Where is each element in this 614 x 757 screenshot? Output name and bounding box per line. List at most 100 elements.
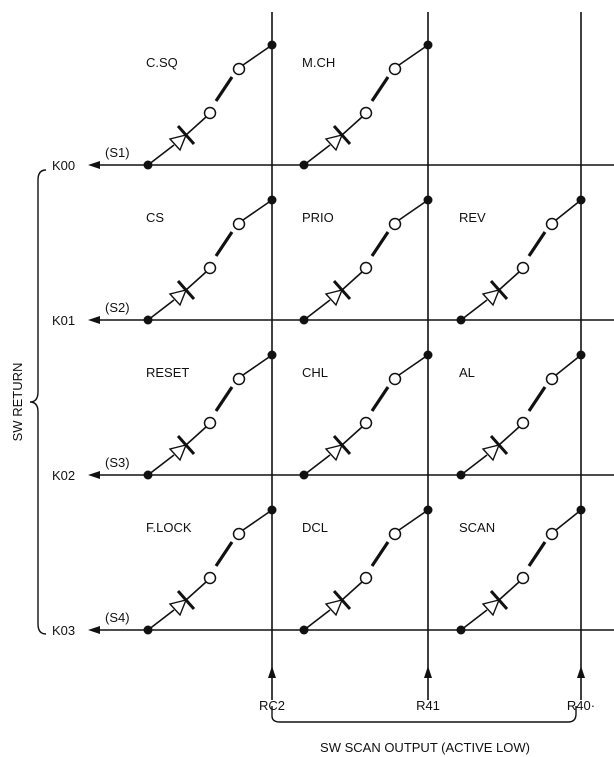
- return-title: SW RETURN: [10, 363, 25, 442]
- switch-contact-icon: [359, 106, 373, 120]
- switch-cell: [143, 40, 277, 170]
- scan-arrow-up: [577, 666, 585, 678]
- wiring: [88, 12, 614, 700]
- switch-contact-icon: [388, 527, 402, 541]
- switch-cell: [456, 505, 586, 635]
- switch-contact-icon: [232, 217, 246, 231]
- key-label: CHL: [302, 365, 328, 380]
- scan-output-label: R40·: [567, 698, 595, 713]
- switch-blade: [527, 386, 547, 412]
- labels: RC2 R41 R40· K00 (S1) K01 (S2) K02 (S3) K03 (S4) C.…: [52, 55, 595, 713]
- scan-bracket: [271, 706, 577, 723]
- diode-icon: [168, 133, 188, 152]
- key-label: RESET: [146, 365, 189, 380]
- switch-blade: [214, 541, 234, 567]
- diode-icon: [324, 443, 344, 462]
- switch-contact-icon: [388, 217, 402, 231]
- switch-contact-icon: [388, 372, 402, 386]
- key-label: F.LOCK: [146, 520, 192, 535]
- junction-dot: [423, 195, 433, 205]
- switch-row-label: (S2): [105, 300, 130, 315]
- diode-icon: [324, 288, 344, 307]
- junction-dot: [267, 505, 277, 515]
- key-label: SCAN: [459, 520, 495, 535]
- switch-cell: [143, 195, 277, 325]
- junction-dot: [267, 350, 277, 360]
- key-label: PRIO: [302, 210, 334, 225]
- key-label: DCL: [302, 520, 328, 535]
- return-brace: [29, 169, 47, 635]
- switch-contact-icon: [359, 571, 373, 585]
- diode-icon: [481, 598, 501, 617]
- switch-blade: [370, 231, 390, 257]
- key-label: CS: [146, 210, 164, 225]
- switch-cell: [456, 195, 586, 325]
- switch-contact-icon: [203, 106, 217, 120]
- key-label: REV: [459, 210, 486, 225]
- return-arrow-left: [88, 161, 100, 169]
- switch-contact-icon: [359, 261, 373, 275]
- key-label: C.SQ: [146, 55, 178, 70]
- switch-row-label: (S4): [105, 610, 130, 625]
- switch-contact-icon: [359, 416, 373, 430]
- switch-contact-icon: [516, 571, 530, 585]
- switch-blade: [527, 541, 547, 567]
- switch-contact-icon: [203, 571, 217, 585]
- junction-dot: [576, 505, 586, 515]
- switch-cell: [143, 505, 277, 635]
- diode-icon: [324, 133, 344, 152]
- return-row-label: K02: [52, 468, 75, 483]
- switch-contact-icon: [516, 416, 530, 430]
- return-row-label: K03: [52, 623, 75, 638]
- scan-title: SW SCAN OUTPUT (ACTIVE LOW): [320, 740, 530, 755]
- junction-dot: [423, 350, 433, 360]
- junction-dot: [267, 40, 277, 50]
- diode-icon: [324, 598, 344, 617]
- junction-dot: [423, 505, 433, 515]
- scan-output-label: R41: [416, 698, 440, 713]
- key-label: M.CH: [302, 55, 335, 70]
- return-arrow-left: [88, 471, 100, 479]
- switch-contact-icon: [545, 217, 559, 231]
- diode-icon: [481, 443, 501, 462]
- switch-contact-icon: [203, 261, 217, 275]
- switch-contact-icon: [545, 527, 559, 541]
- switch-blade: [370, 76, 390, 102]
- diode-icon: [481, 288, 501, 307]
- switch-contact-icon: [516, 261, 530, 275]
- switch-cell: [299, 195, 433, 325]
- switch-cell: [143, 350, 277, 480]
- diode-icon: [168, 443, 188, 462]
- junction-dot: [423, 40, 433, 50]
- return-row-label: K01: [52, 313, 75, 328]
- junction-dot: [576, 350, 586, 360]
- switch-cell: [456, 350, 586, 480]
- scan-arrow-up: [268, 666, 276, 678]
- key-label: AL: [459, 365, 475, 380]
- scan-output-label: RC2: [259, 698, 285, 713]
- switch-cells: [143, 40, 586, 635]
- switch-blade: [214, 76, 234, 102]
- switch-cell: [299, 40, 433, 170]
- switch-blade: [527, 231, 547, 257]
- switch-row-label: (S1): [105, 145, 130, 160]
- diode-icon: [168, 288, 188, 307]
- switch-contact-icon: [232, 527, 246, 541]
- switch-contact-icon: [203, 416, 217, 430]
- switch-cell: [299, 505, 433, 635]
- switch-contact-icon: [232, 62, 246, 76]
- switch-contact-icon: [545, 372, 559, 386]
- junction-dot: [576, 195, 586, 205]
- scan-arrow-up: [424, 666, 432, 678]
- switch-contact-icon: [232, 372, 246, 386]
- switch-blade: [370, 386, 390, 412]
- switch-cell: [299, 350, 433, 480]
- switch-contact-icon: [388, 62, 402, 76]
- return-arrow-left: [88, 316, 100, 324]
- switch-blade: [370, 541, 390, 567]
- return-row-label: K00: [52, 158, 75, 173]
- junction-dot: [267, 195, 277, 205]
- return-arrow-left: [88, 626, 100, 634]
- diode-icon: [168, 598, 188, 617]
